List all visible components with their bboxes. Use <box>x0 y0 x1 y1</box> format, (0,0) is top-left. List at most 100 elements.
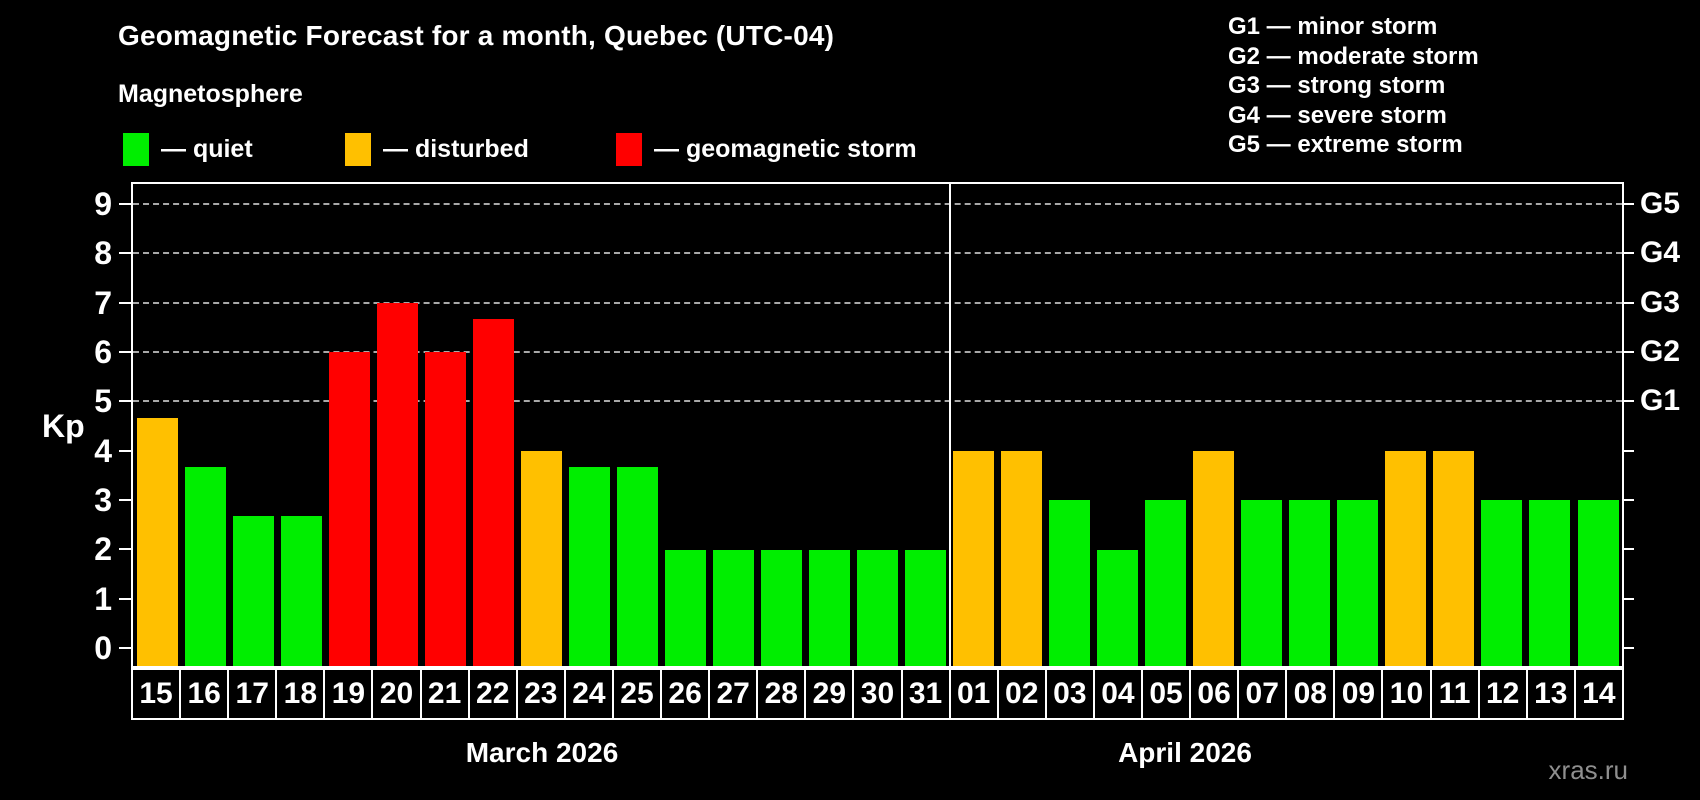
day-label-30: 30 <box>854 670 901 718</box>
quiet-swatch-icon <box>123 132 149 166</box>
y-axis-tick-right-0 <box>1622 647 1634 649</box>
kp-bar-13 <box>1529 500 1571 666</box>
y-tick-label-4: 4 <box>94 433 112 469</box>
y-axis-tick-left-6 <box>119 351 131 353</box>
day-label-09: 09 <box>1335 670 1382 718</box>
kp-bar-10 <box>1385 450 1427 666</box>
storm-scale-legend: G1 — minor storm G2 — moderate storm G3 … <box>1228 12 1479 160</box>
legend-item-disturbed: — disturbed <box>345 131 529 167</box>
day-label-16: 16 <box>181 670 228 718</box>
g-level-label-g4: G4 <box>1640 236 1681 269</box>
y-axis-tick-left-3 <box>119 499 131 501</box>
y-axis-tick-left-7 <box>119 302 131 304</box>
chart-title: Geomagnetic Forecast for a month, Quebec… <box>118 20 835 51</box>
day-label-04: 04 <box>1094 670 1141 718</box>
gridline-kp8 <box>133 252 1622 255</box>
y-axis-tick-left-4 <box>119 450 131 452</box>
kp-bar-11 <box>1433 450 1475 666</box>
kp-bar-14 <box>1577 500 1619 666</box>
y-tick-label-8: 8 <box>94 235 112 271</box>
y-axis-tick-left-5 <box>119 400 131 402</box>
gridline-kp5 <box>133 400 1622 403</box>
day-label-05: 05 <box>1142 670 1190 718</box>
day-label-27: 27 <box>710 670 757 718</box>
kp-bar-26 <box>664 549 706 666</box>
gridline-kp6 <box>133 350 1622 353</box>
y-axis-tick-right-7 <box>1622 302 1634 304</box>
day-axis-row: 15 16 17 18 19 20 21 22 23 24 25 26 27 28 29 30 31 01 02 03… <box>131 668 1624 720</box>
kp-bar-01 <box>953 450 994 666</box>
y-axis-tick-right-1 <box>1622 598 1634 600</box>
day-label-20: 20 <box>373 670 420 718</box>
kp-bar-06 <box>1193 450 1235 666</box>
day-label-23: 23 <box>517 670 564 718</box>
watermark: xras.ru <box>1548 755 1628 785</box>
kp-bar-18 <box>280 516 322 666</box>
kp-bar-03 <box>1049 500 1091 666</box>
day-label-11: 11 <box>1431 670 1478 718</box>
legend-item-quiet: — quiet <box>123 131 253 167</box>
y-axis-tick-right-3 <box>1622 499 1634 501</box>
y-axis-tick-right-2 <box>1622 548 1634 550</box>
kp-bar-20 <box>376 302 418 666</box>
day-label-24: 24 <box>565 670 612 718</box>
storm-scale-item-g5: G5 — extreme storm <box>1228 131 1463 159</box>
g-level-label-g3: G3 <box>1640 286 1681 319</box>
month-label-march: March 2026 <box>465 737 619 768</box>
kp-axis-title: Kp <box>42 408 85 444</box>
day-label-19: 19 <box>325 670 372 718</box>
y-tick-label-1: 1 <box>94 581 112 617</box>
y-axis-tick-left-2 <box>119 548 131 550</box>
y-tick-label-5: 5 <box>94 383 112 419</box>
y-axis-tick-left-9 <box>119 203 131 205</box>
y-tick-label-0: 0 <box>94 630 112 666</box>
y-axis-tick-right-8 <box>1622 252 1634 254</box>
day-label-31: 31 <box>902 670 949 718</box>
day-label-15: 15 <box>133 670 180 718</box>
kp-bar-08 <box>1289 500 1331 666</box>
g-level-label-g1: G1 <box>1640 384 1681 417</box>
legend-label-disturbed: — disturbed <box>383 134 529 163</box>
day-label-12: 12 <box>1479 670 1526 718</box>
legend-label-storm: — geomagnetic storm <box>654 134 917 163</box>
kp-bar-23 <box>520 450 562 666</box>
kp-bar-15 <box>136 417 178 666</box>
day-label-28: 28 <box>758 670 805 718</box>
y-tick-label-2: 2 <box>94 531 112 567</box>
legend-item-storm: — geomagnetic storm <box>616 131 917 167</box>
kp-bar-25 <box>616 467 658 666</box>
day-label-10: 10 <box>1383 670 1430 718</box>
storm-scale-item-g4: G4 — severe storm <box>1228 101 1447 129</box>
g-level-label-g2: G2 <box>1640 335 1681 368</box>
kp-bar-28 <box>760 549 802 666</box>
gridline-kp7 <box>133 301 1622 304</box>
legend-label-quiet: — quiet <box>161 134 253 163</box>
kp-bar-21 <box>424 351 466 666</box>
day-label-22: 22 <box>469 670 516 718</box>
kp-bar-30 <box>857 549 898 666</box>
kp-bar-16 <box>184 467 226 666</box>
kp-bar-31 <box>905 549 946 666</box>
day-label-26: 26 <box>662 670 709 718</box>
y-tick-label-7: 7 <box>94 285 112 321</box>
day-label-29: 29 <box>806 670 853 718</box>
y-axis-tick-left-8 <box>119 252 131 254</box>
kp-bar-22 <box>472 318 514 666</box>
storm-scale-item-g3: G3 — strong storm <box>1228 72 1446 100</box>
y-axis-tick-right-9 <box>1622 203 1634 205</box>
kp-bar-12 <box>1481 500 1523 666</box>
month-divider <box>948 184 951 666</box>
day-label-25: 25 <box>613 670 661 718</box>
storm-scale-item-g1: G1 — minor storm <box>1228 13 1438 40</box>
kp-bar-17 <box>232 516 274 666</box>
kp-bar-27 <box>712 549 754 666</box>
month-label-april: April 2026 <box>1118 737 1252 768</box>
day-label-14: 14 <box>1575 670 1622 718</box>
magnetosphere-label: Magnetosphere <box>118 80 303 108</box>
day-label-17: 17 <box>229 670 276 718</box>
disturbed-swatch-icon <box>345 132 371 166</box>
kp-bar-29 <box>809 549 850 666</box>
kp-bar-19 <box>328 351 370 666</box>
kp-bar-04 <box>1097 549 1139 666</box>
